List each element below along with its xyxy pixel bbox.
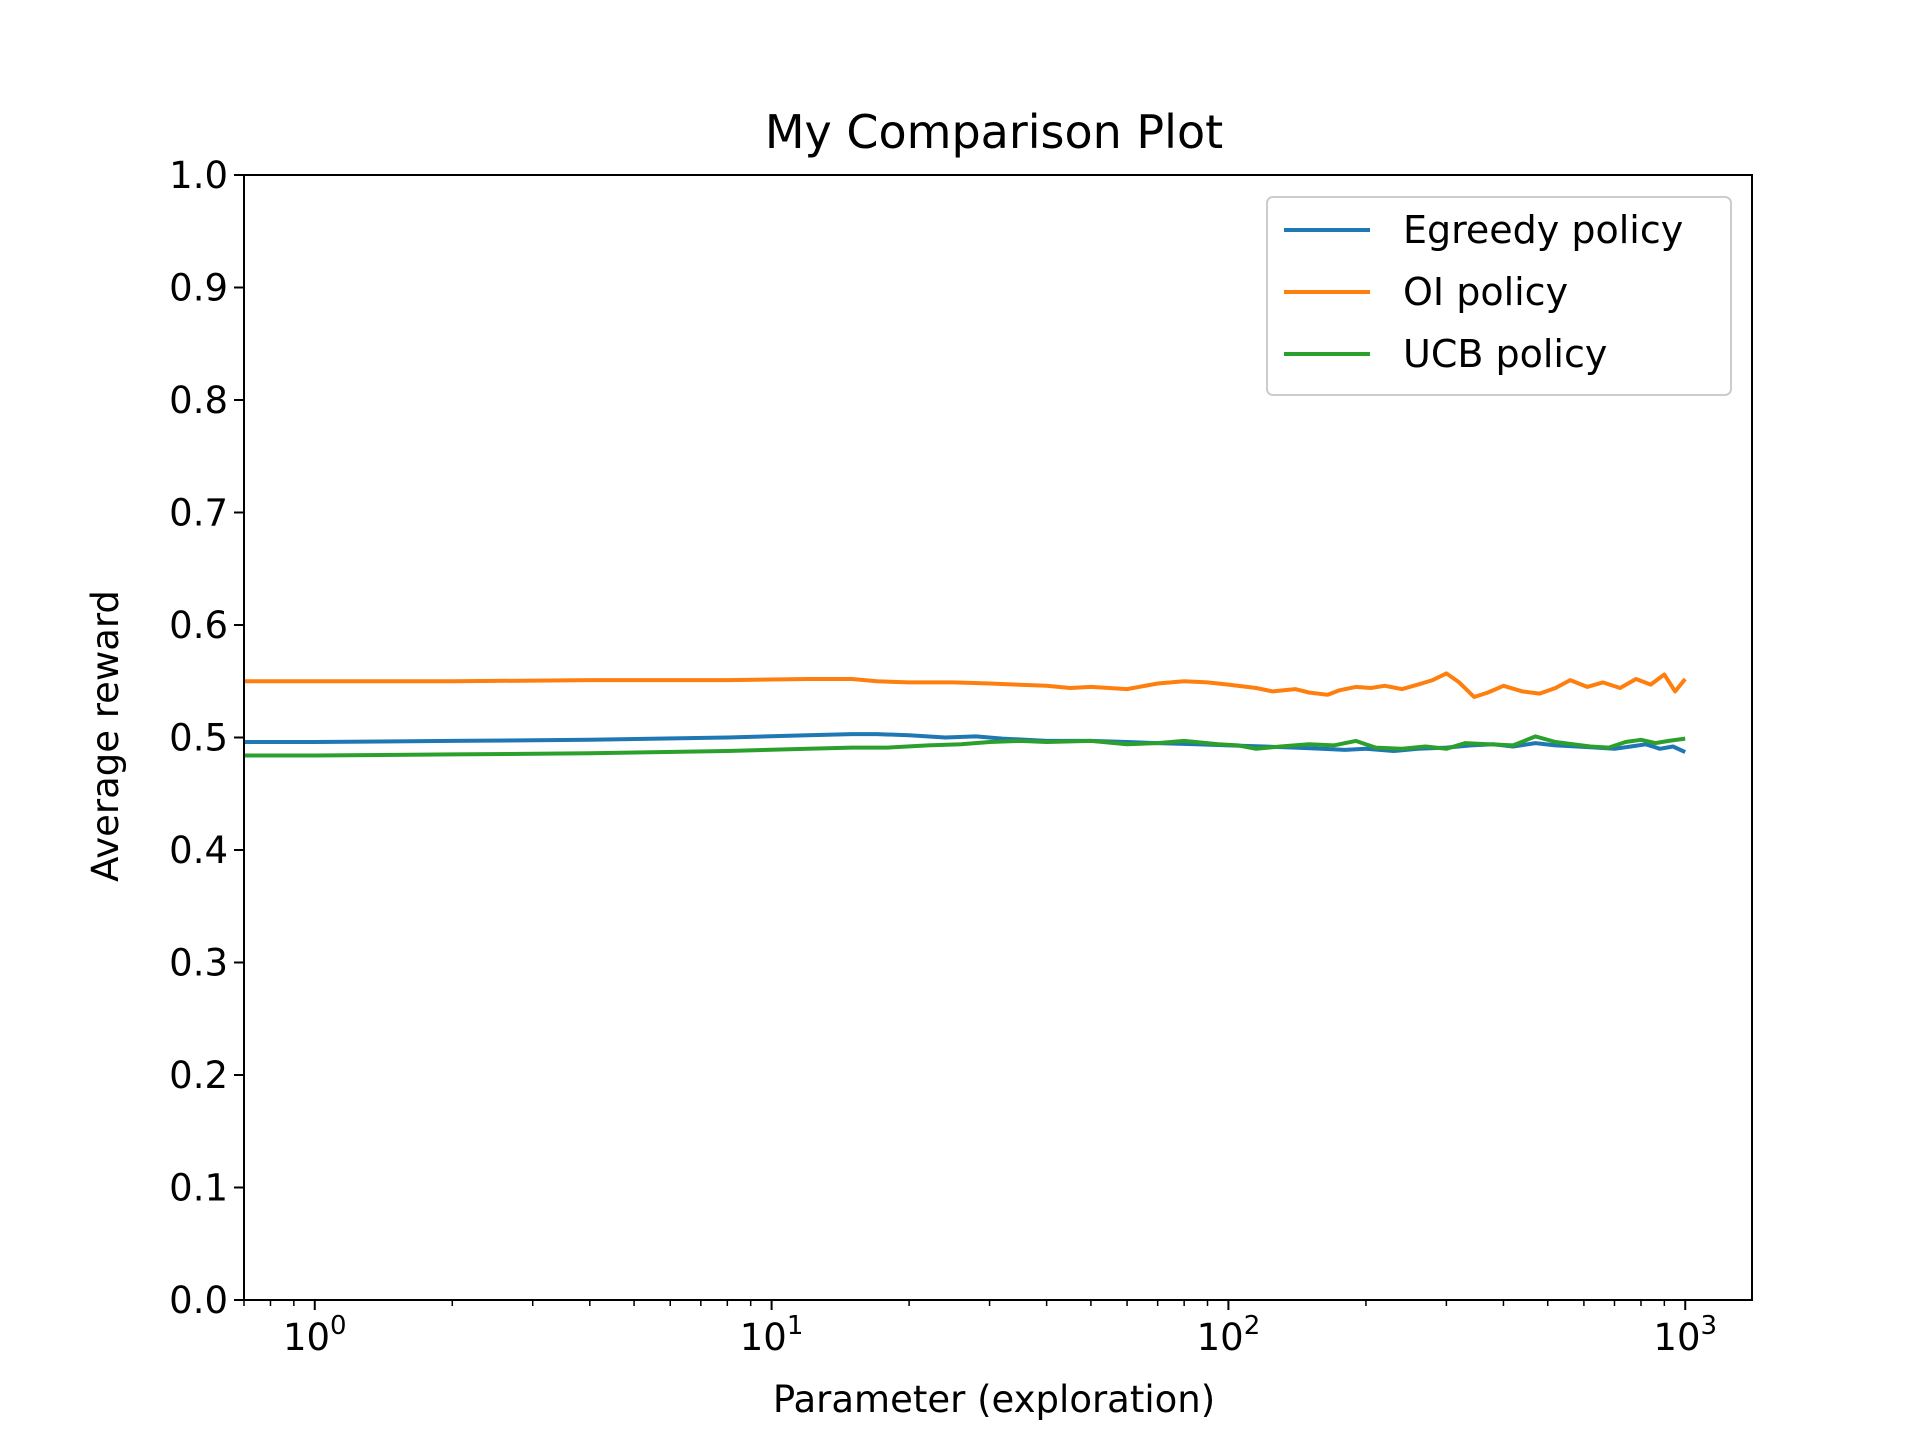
plot-area bbox=[244, 671, 1687, 758]
chart-title: My Comparison Plot bbox=[765, 105, 1223, 159]
series-line-3 bbox=[244, 734, 1686, 758]
y-tick-label: 0.0 bbox=[169, 1279, 228, 1322]
series-line-2 bbox=[244, 671, 1687, 699]
legend-label: Egreedy policy bbox=[1403, 208, 1683, 252]
x-tick-label: 102 bbox=[1197, 1311, 1261, 1359]
x-axis-label: Parameter (exploration) bbox=[773, 1378, 1215, 1421]
y-tick-label: 0.1 bbox=[169, 1167, 228, 1210]
y-tick-label: 0.9 bbox=[169, 267, 228, 310]
y-tick-label: 0.3 bbox=[169, 942, 228, 985]
legend-label: UCB policy bbox=[1403, 332, 1607, 376]
legend: Egreedy policy OI policy UCB policy bbox=[1266, 196, 1732, 396]
y-tick-label: 0.7 bbox=[169, 492, 228, 535]
y-tick-label: 0.8 bbox=[169, 379, 228, 422]
x-tick-label: 103 bbox=[1653, 1311, 1717, 1359]
y-tick-label: 0.4 bbox=[169, 829, 228, 872]
axes: 0.0 0.1 0.2 0.3 0.4 0.5 0.6 0.7 0.8 0.9 1.0 100 101 1… bbox=[169, 154, 1753, 1359]
y-tick-label: 0.2 bbox=[169, 1054, 228, 1097]
x-tick-label: 100 bbox=[283, 1311, 347, 1359]
legend-frame bbox=[1266, 196, 1732, 396]
y-axis-label: Average reward bbox=[84, 590, 127, 882]
y-tick-label: 1.0 bbox=[169, 154, 228, 197]
legend-label: OI policy bbox=[1403, 270, 1568, 314]
x-tick-label: 101 bbox=[740, 1311, 804, 1359]
y-tick-label: 0.5 bbox=[169, 717, 228, 760]
y-tick-label: 0.6 bbox=[169, 604, 228, 647]
